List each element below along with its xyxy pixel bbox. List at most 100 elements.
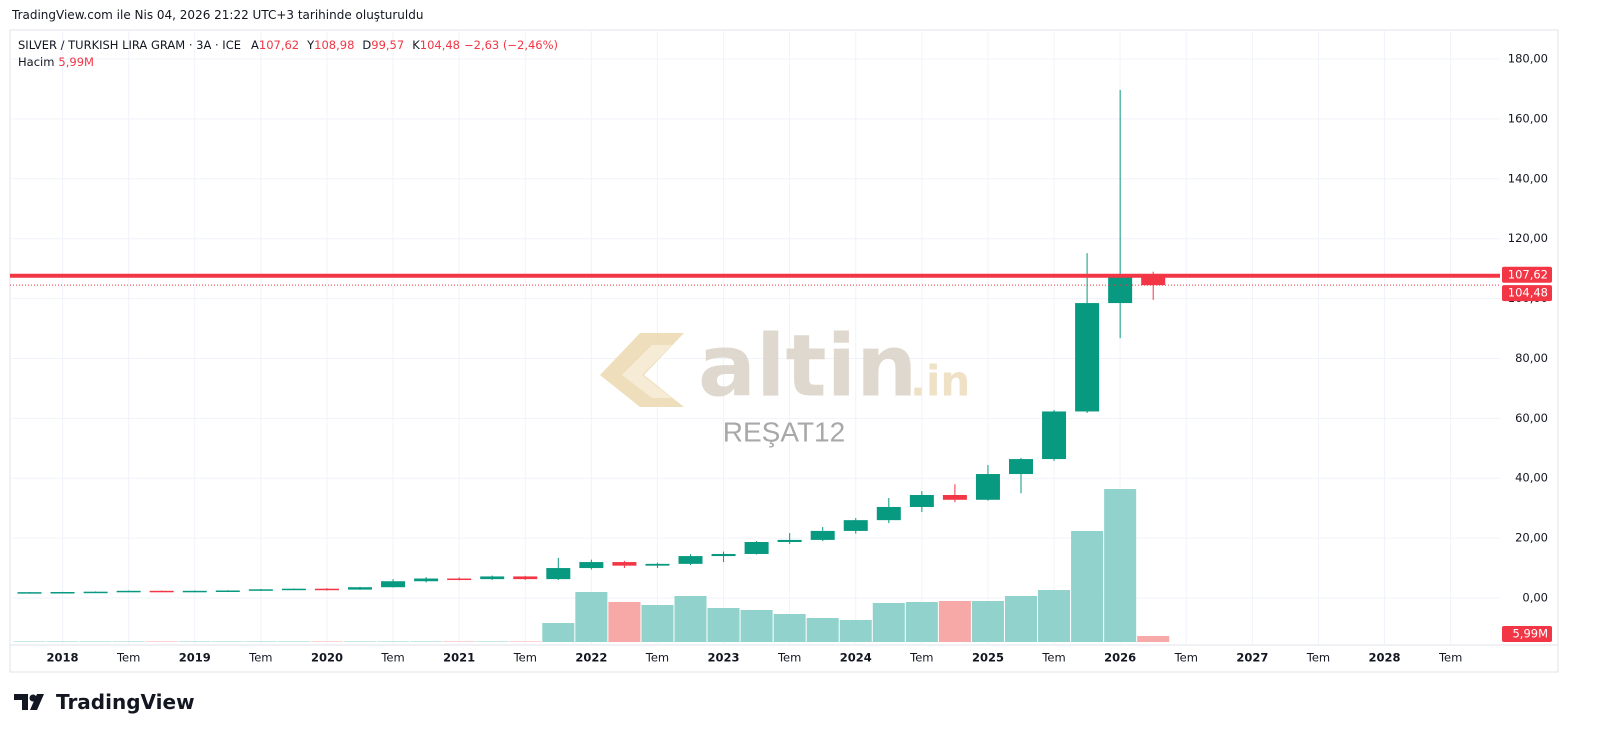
- volume-bar: [13, 641, 46, 642]
- candle-body: [909, 494, 934, 507]
- volume-bar: [377, 641, 410, 642]
- volume-bar: [872, 603, 905, 642]
- x-tick-label: Tem: [380, 651, 404, 665]
- volume-bar: [608, 602, 641, 642]
- candle-body: [942, 494, 967, 500]
- volume-bar: [46, 641, 79, 642]
- volume-bar: [806, 618, 839, 642]
- candle-body: [546, 568, 571, 580]
- volume-bar: [343, 641, 377, 642]
- tv-logo: [14, 694, 44, 710]
- volume-bar: [410, 641, 443, 642]
- watermark-user: REŞAT12: [723, 416, 845, 447]
- candle-body: [612, 562, 637, 566]
- candle-body: [513, 576, 538, 580]
- candle-body: [215, 590, 240, 593]
- volume-bar: [310, 641, 343, 642]
- candle-body: [447, 578, 472, 581]
- volume-bar: [905, 602, 938, 642]
- legend-item: K104,48: [412, 38, 460, 52]
- candle-body: [116, 590, 141, 593]
- candle-body: [711, 553, 736, 557]
- legend-value: 108,98: [314, 38, 355, 52]
- x-tick-label: 2027: [1236, 651, 1268, 665]
- candle-body: [381, 581, 406, 588]
- volume-bar: [971, 601, 1004, 642]
- candle-body: [744, 542, 769, 554]
- footer: TradingView: [14, 690, 195, 714]
- candle-body: [83, 591, 108, 594]
- x-tick-label: Tem: [909, 651, 933, 665]
- legend-key: Y: [307, 38, 315, 52]
- candle-body: [645, 563, 670, 566]
- price-label-box: [1502, 285, 1552, 302]
- y-tick-label: 60,00: [1515, 411, 1548, 425]
- watermark-tld: .in: [910, 357, 970, 406]
- y-tick-label: 160,00: [1508, 111, 1548, 125]
- x-tick-label: 2023: [708, 651, 740, 665]
- x-tick-label: 2021: [443, 651, 475, 665]
- volume-bar: [641, 605, 674, 642]
- volume-bar: [509, 641, 542, 642]
- volume-bar: [244, 641, 277, 642]
- price-label: 107,62: [1508, 267, 1548, 281]
- y-tick-label: 140,00: [1508, 171, 1548, 185]
- grid: [10, 30, 1500, 645]
- x-tick-label: 2024: [840, 651, 872, 665]
- volume-bar: [443, 641, 476, 642]
- volume-bar: [178, 641, 211, 642]
- candle-body: [843, 520, 868, 531]
- volume-bar: [1104, 489, 1137, 642]
- x-tick-label: Tem: [1041, 651, 1065, 665]
- volume-key: Hacim: [18, 55, 55, 69]
- volume-label-box: [1502, 626, 1552, 642]
- candle-body: [876, 506, 901, 521]
- x-tick-label: Tem: [1438, 651, 1462, 665]
- candle-body: [1042, 411, 1067, 460]
- candle-body: [182, 590, 207, 593]
- candle-body: [480, 576, 505, 580]
- volume-bar: [575, 592, 608, 642]
- legend-item: D99,57: [362, 38, 404, 52]
- x-tick-label: Tem: [1174, 651, 1198, 665]
- volume-bar: [1071, 531, 1104, 642]
- y-tick-label: 20,00: [1515, 531, 1548, 545]
- x-tick-label: Tem: [513, 651, 537, 665]
- footer-text: TradingView: [56, 690, 195, 714]
- volume-bar: [839, 620, 872, 642]
- candle-body: [810, 530, 835, 540]
- candle-body: [1075, 303, 1100, 412]
- legend-item: A107,62: [251, 38, 299, 52]
- y-tick-label: 80,00: [1515, 351, 1548, 365]
- volume-bar: [112, 641, 145, 642]
- candle-body: [348, 587, 372, 590]
- candle-body: [281, 588, 306, 591]
- volume-bar: [145, 641, 178, 642]
- volume-bar: [211, 641, 244, 642]
- legend-change: −2,63 (−2,46%): [464, 38, 559, 52]
- volume-bar: [79, 641, 112, 642]
- volume-value: 5,99M: [58, 55, 94, 69]
- candle-body: [17, 592, 42, 594]
- candle-body: [678, 556, 703, 564]
- x-tick-label: 2025: [972, 651, 1004, 665]
- x-tick-label: 2026: [1104, 651, 1136, 665]
- candle-body: [777, 539, 802, 543]
- volume-bar: [1137, 636, 1170, 642]
- candle-body: [975, 474, 1000, 500]
- price-label-box: [1502, 266, 1552, 283]
- candle-body: [1009, 459, 1033, 475]
- candle-body: [149, 590, 174, 593]
- y-tick-label: 0,00: [1522, 590, 1548, 604]
- volume-label: 5,99M: [1512, 627, 1548, 641]
- legend-key: K: [412, 38, 420, 52]
- volume-bar: [773, 614, 806, 642]
- watermark-logo: [622, 345, 672, 398]
- x-tick-label: 2022: [575, 651, 607, 665]
- legend-item: Y108,98: [307, 38, 354, 52]
- legend-key: A: [251, 38, 259, 52]
- candle-body: [248, 589, 273, 591]
- legend-value: 104,48: [419, 38, 460, 52]
- legend: SILVER / TURKISH LIRA GRAM · 3A · ICE A1…: [18, 38, 558, 52]
